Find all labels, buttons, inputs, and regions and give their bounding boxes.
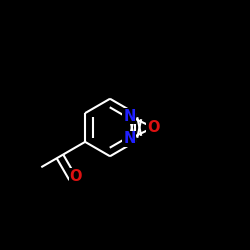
Text: N: N [123,108,136,124]
Text: O: O [147,120,160,135]
Text: N: N [123,132,136,146]
Text: O: O [70,169,82,184]
